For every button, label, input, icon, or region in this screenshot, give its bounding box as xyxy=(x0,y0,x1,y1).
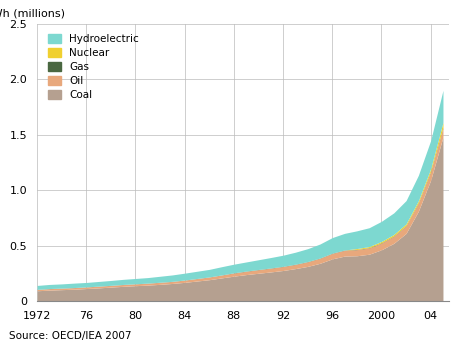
Legend: Hydroelectric, Nuclear, Gas, Oil, Coal: Hydroelectric, Nuclear, Gas, Oil, Coal xyxy=(44,30,143,104)
Text: GWh (millions): GWh (millions) xyxy=(0,9,65,18)
Text: Source: OECD/IEA 2007: Source: OECD/IEA 2007 xyxy=(9,331,132,341)
